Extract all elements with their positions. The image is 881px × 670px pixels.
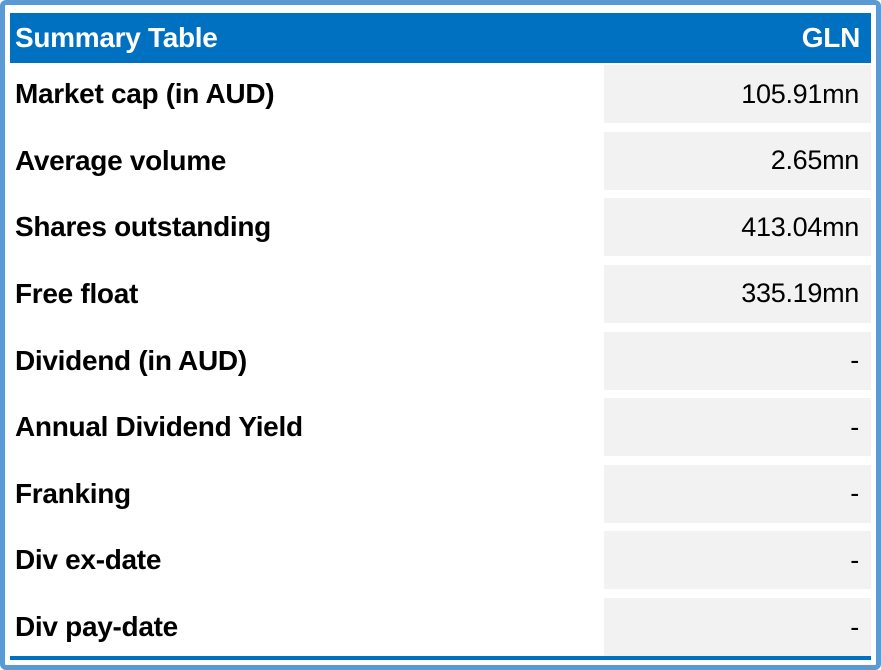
table-row: Dividend (in AUD) - [10,331,871,390]
table-row: Free float 335.19mn [10,264,871,323]
row-value-cell: - [604,598,871,656]
row-value-cell: 2.65mn [604,131,871,190]
table-row: Div ex-date - [10,531,871,590]
row-value-cell: - [604,531,871,590]
row-label: Div ex-date [15,544,162,576]
row-label: Franking [15,477,131,509]
row-value-cell: 413.04mn [604,198,871,257]
table-row: Div pay-date - [10,598,871,656]
row-value-cell: - [604,398,871,457]
row-label: Market cap (in AUD) [15,78,275,109]
row-value-cell: - [604,331,871,390]
ticker-label: GLN [801,22,861,53]
row-value-cell: 105.91mn [604,65,871,123]
table-row: Market cap (in AUD) 105.91mn [10,65,871,123]
table-row: Annual Dividend Yield - [10,398,871,457]
row-label: Free float [15,277,139,309]
table-row: Average volume 2.65mn [10,131,871,190]
row-value-cell: 335.19mn [604,264,871,323]
table-title: Summary Table [15,22,218,53]
table-row: Shares outstanding 413.04mn [10,198,871,257]
row-label: Annual Dividend Yield [15,411,303,443]
row-value-cell: - [604,464,871,523]
row-label: Div pay-date [15,611,178,642]
row-label: Average volume [15,144,227,176]
table-body: Market cap (in AUD) 105.91mn Average vol… [10,65,871,656]
table-header: Summary Table GLN [10,13,871,63]
row-label: Shares outstanding [15,211,271,243]
table-row: Franking - [10,464,871,523]
row-label: Dividend (in AUD) [15,344,247,376]
bottom-border-rule [10,656,871,660]
